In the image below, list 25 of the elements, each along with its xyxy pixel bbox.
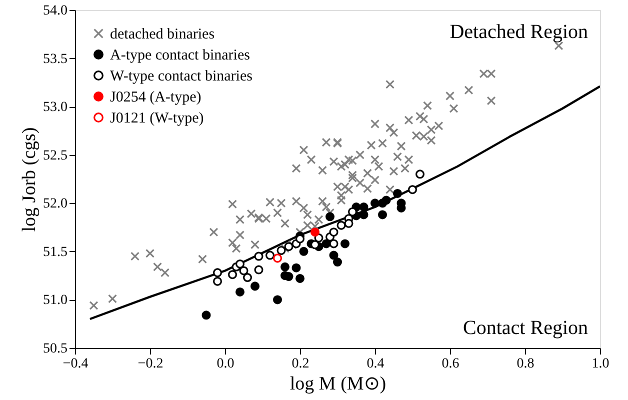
x-tick-label: 0.2 bbox=[292, 356, 310, 372]
y-tick-label: 51.5 bbox=[43, 244, 68, 260]
y-tick-label: 52.0 bbox=[43, 196, 68, 212]
legend-label: W-type contact binaries bbox=[110, 68, 253, 84]
legend-label: J0121 (W-type) bbox=[110, 110, 204, 126]
y-tick-label: 54.0 bbox=[43, 4, 68, 18]
x-tick-label: 0.8 bbox=[516, 356, 534, 372]
y-tick-label: 53.0 bbox=[43, 100, 68, 116]
legend-label: detached binaries bbox=[110, 26, 215, 42]
y-tick-label: 53.5 bbox=[43, 52, 68, 67]
legend-label: J0254 (A-type) bbox=[110, 90, 202, 106]
x-tick-label: −0.2 bbox=[138, 356, 164, 372]
x-tick-label: −0.4 bbox=[62, 356, 88, 372]
x-axis-title: log M (M⊙) bbox=[290, 374, 386, 394]
x-tick-label: 0.0 bbox=[216, 356, 234, 372]
annotation: Detached Region bbox=[450, 21, 588, 43]
y-tick-label: 51.0 bbox=[43, 293, 68, 308]
x-tick-label: 1.0 bbox=[592, 356, 610, 372]
y-axis-title: log Jorb (cgs) bbox=[19, 127, 40, 232]
y-tick-label: 50.5 bbox=[43, 342, 68, 356]
x-tick-label: 0.4 bbox=[366, 356, 384, 372]
legend-label: A-type contact binaries bbox=[110, 48, 250, 64]
annotation: Contact Region bbox=[463, 317, 588, 339]
y-tick-label: 52.5 bbox=[43, 148, 68, 164]
x-tick-label: 0.6 bbox=[442, 356, 460, 372]
